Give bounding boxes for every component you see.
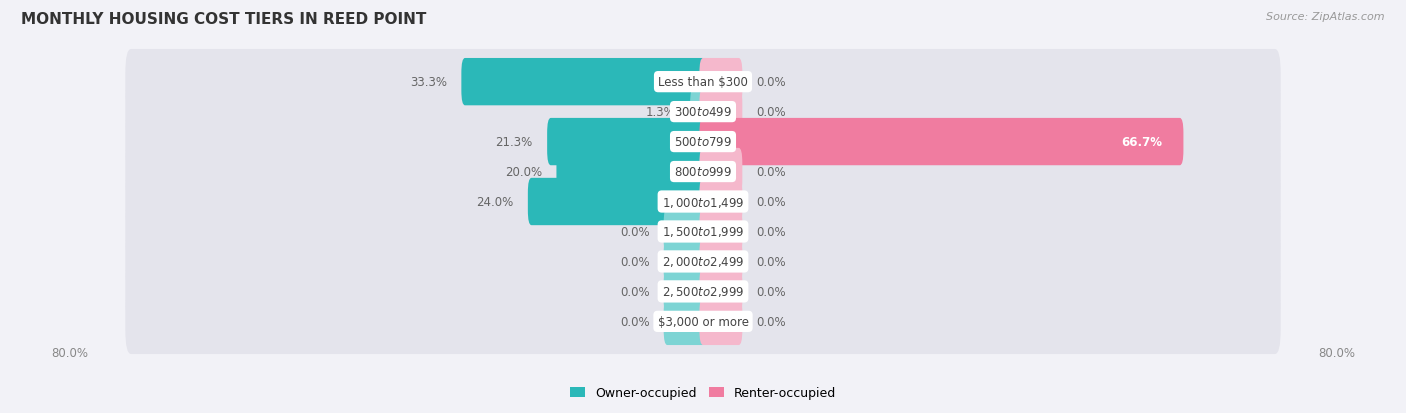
FancyBboxPatch shape: [699, 149, 742, 196]
Text: $1,000 to $1,499: $1,000 to $1,499: [662, 195, 744, 209]
FancyBboxPatch shape: [557, 149, 707, 196]
Text: 0.0%: 0.0%: [756, 225, 786, 238]
FancyBboxPatch shape: [699, 89, 742, 136]
Legend: Owner-occupied, Renter-occupied: Owner-occupied, Renter-occupied: [565, 381, 841, 404]
FancyBboxPatch shape: [125, 289, 1281, 354]
FancyBboxPatch shape: [125, 229, 1281, 294]
Text: Source: ZipAtlas.com: Source: ZipAtlas.com: [1267, 12, 1385, 22]
Text: 80.0%: 80.0%: [1317, 347, 1355, 359]
Text: 33.3%: 33.3%: [411, 76, 447, 89]
Text: $2,500 to $2,999: $2,500 to $2,999: [662, 285, 744, 299]
Text: 0.0%: 0.0%: [620, 285, 650, 298]
FancyBboxPatch shape: [699, 178, 742, 225]
FancyBboxPatch shape: [699, 298, 742, 345]
Text: 0.0%: 0.0%: [756, 106, 786, 119]
Text: Less than $300: Less than $300: [658, 76, 748, 89]
Text: 0.0%: 0.0%: [756, 76, 786, 89]
FancyBboxPatch shape: [125, 199, 1281, 264]
FancyBboxPatch shape: [527, 178, 707, 225]
FancyBboxPatch shape: [461, 59, 707, 106]
FancyBboxPatch shape: [699, 238, 742, 285]
FancyBboxPatch shape: [664, 208, 707, 256]
Text: $1,500 to $1,999: $1,500 to $1,999: [662, 225, 744, 239]
Text: $500 to $799: $500 to $799: [673, 136, 733, 149]
Text: 80.0%: 80.0%: [51, 347, 89, 359]
FancyBboxPatch shape: [125, 259, 1281, 324]
Text: 0.0%: 0.0%: [756, 255, 786, 268]
Text: MONTHLY HOUSING COST TIERS IN REED POINT: MONTHLY HOUSING COST TIERS IN REED POINT: [21, 12, 426, 27]
Text: 66.7%: 66.7%: [1121, 136, 1161, 149]
FancyBboxPatch shape: [664, 298, 707, 345]
Text: 0.0%: 0.0%: [756, 285, 786, 298]
Text: $3,000 or more: $3,000 or more: [658, 315, 748, 328]
Text: 0.0%: 0.0%: [620, 225, 650, 238]
FancyBboxPatch shape: [125, 140, 1281, 205]
FancyBboxPatch shape: [699, 268, 742, 315]
FancyBboxPatch shape: [125, 109, 1281, 175]
Text: 0.0%: 0.0%: [756, 315, 786, 328]
FancyBboxPatch shape: [125, 80, 1281, 145]
FancyBboxPatch shape: [547, 119, 707, 166]
Text: $300 to $499: $300 to $499: [673, 106, 733, 119]
Text: 0.0%: 0.0%: [756, 166, 786, 178]
FancyBboxPatch shape: [699, 59, 742, 106]
FancyBboxPatch shape: [664, 268, 707, 315]
Text: $800 to $999: $800 to $999: [673, 166, 733, 178]
Text: 20.0%: 20.0%: [505, 166, 543, 178]
FancyBboxPatch shape: [125, 50, 1281, 115]
Text: 1.3%: 1.3%: [647, 106, 676, 119]
Text: $2,000 to $2,499: $2,000 to $2,499: [662, 255, 744, 269]
Text: 0.0%: 0.0%: [620, 255, 650, 268]
FancyBboxPatch shape: [125, 169, 1281, 235]
Text: 0.0%: 0.0%: [620, 315, 650, 328]
FancyBboxPatch shape: [664, 238, 707, 285]
FancyBboxPatch shape: [690, 89, 707, 136]
FancyBboxPatch shape: [699, 208, 742, 256]
FancyBboxPatch shape: [699, 119, 1184, 166]
Text: 24.0%: 24.0%: [477, 195, 513, 209]
Text: 21.3%: 21.3%: [495, 136, 533, 149]
Text: 0.0%: 0.0%: [756, 195, 786, 209]
